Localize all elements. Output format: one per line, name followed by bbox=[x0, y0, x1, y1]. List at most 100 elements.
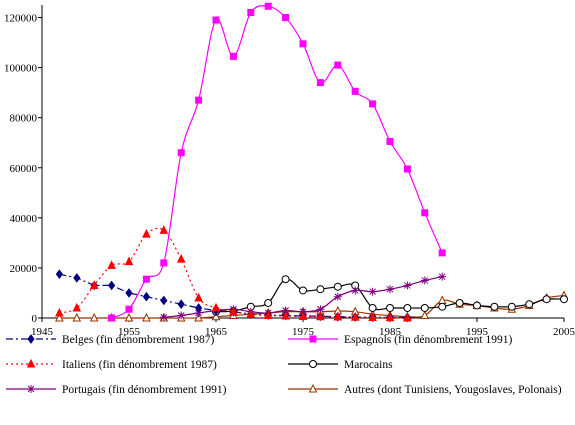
data-point bbox=[195, 96, 203, 104]
data-point bbox=[299, 286, 307, 295]
data-point bbox=[142, 312, 151, 322]
data-point bbox=[212, 16, 220, 24]
data-point bbox=[507, 302, 516, 311]
data-point bbox=[124, 256, 134, 266]
data-point bbox=[264, 2, 272, 10]
data-point bbox=[298, 311, 308, 320]
data-point bbox=[333, 311, 343, 321]
data-point bbox=[142, 275, 150, 283]
data-point bbox=[350, 312, 360, 321]
data-point bbox=[281, 275, 290, 284]
data-point bbox=[368, 303, 377, 312]
data-point bbox=[316, 285, 325, 294]
data-point bbox=[386, 137, 394, 145]
data-point bbox=[194, 292, 203, 302]
data-point bbox=[177, 149, 185, 157]
legend-label: Belges (fin dénombrement 1987) bbox=[62, 334, 215, 346]
data-point bbox=[490, 302, 499, 311]
legend-marker bbox=[308, 383, 318, 393]
data-point bbox=[246, 309, 256, 318]
series-line bbox=[59, 273, 408, 319]
data-point bbox=[159, 225, 169, 234]
legend-marker bbox=[27, 334, 35, 344]
data-point bbox=[73, 273, 81, 283]
data-point bbox=[247, 9, 255, 17]
data-point bbox=[560, 295, 568, 304]
legend-item: Autres (dont Tunisiens, Yougoslaves, Pol… bbox=[288, 383, 562, 396]
legend-label: Espagnols (fin dénombrement 1991) bbox=[344, 334, 512, 346]
data-point bbox=[107, 260, 116, 269]
legend-marker bbox=[27, 385, 35, 393]
data-point bbox=[316, 311, 325, 321]
data-point bbox=[125, 288, 133, 298]
series-3 bbox=[212, 275, 568, 316]
data-point bbox=[282, 14, 290, 22]
legend-label: Portugais (fin dénombrement 1991) bbox=[62, 384, 227, 396]
data-point bbox=[403, 312, 412, 322]
data-point bbox=[368, 312, 377, 321]
x-tick-label: 1985 bbox=[379, 326, 402, 338]
data-point bbox=[351, 286, 360, 295]
y-tick-label: 120000 bbox=[4, 13, 38, 25]
series-line bbox=[59, 227, 408, 319]
data-point bbox=[368, 287, 377, 296]
data-point bbox=[386, 303, 394, 312]
data-point bbox=[72, 312, 82, 322]
y-tick-label: 60000 bbox=[10, 163, 38, 175]
data-point bbox=[385, 312, 395, 322]
series-1 bbox=[108, 2, 446, 322]
data-point bbox=[89, 312, 99, 322]
x-tick-label: 1945 bbox=[31, 326, 54, 338]
legend-item: Portugais (fin dénombrement 1991) bbox=[6, 384, 227, 396]
x-tick-label: 2005 bbox=[553, 326, 575, 338]
data-point bbox=[125, 305, 133, 313]
data-point bbox=[438, 272, 447, 281]
data-point bbox=[72, 302, 82, 312]
data-point bbox=[281, 306, 290, 315]
data-point bbox=[420, 303, 429, 312]
data-point bbox=[334, 61, 342, 69]
y-tick-label: 40000 bbox=[10, 213, 38, 225]
y-tick-label: 80000 bbox=[10, 113, 38, 125]
y-tick-label: 0 bbox=[32, 313, 38, 325]
data-point bbox=[229, 52, 237, 60]
legend-marker bbox=[309, 335, 317, 343]
x-tick-label: 1965 bbox=[205, 326, 228, 338]
data-point bbox=[525, 300, 534, 309]
data-point bbox=[177, 311, 186, 320]
data-point bbox=[142, 228, 151, 238]
data-point bbox=[438, 302, 447, 311]
data-point bbox=[403, 303, 412, 312]
data-point bbox=[124, 312, 134, 322]
data-point bbox=[160, 259, 168, 267]
legend-label: Italiens (fin dénombrement 1987) bbox=[62, 359, 217, 371]
series-2 bbox=[55, 225, 412, 322]
legend-item: Italiens (fin dénombrement 1987) bbox=[6, 358, 217, 371]
data-point bbox=[333, 282, 342, 291]
data-point bbox=[211, 302, 221, 312]
data-point bbox=[455, 298, 464, 307]
data-point bbox=[194, 312, 203, 322]
data-point bbox=[333, 292, 342, 301]
data-point bbox=[263, 310, 273, 319]
data-point bbox=[160, 295, 168, 306]
legend-item: Espagnols (fin dénombrement 1991) bbox=[288, 334, 512, 346]
data-point bbox=[159, 313, 168, 322]
x-tick-label: 1975 bbox=[292, 326, 315, 338]
data-point bbox=[194, 303, 203, 313]
data-point bbox=[264, 298, 273, 307]
data-point bbox=[229, 306, 238, 316]
legend-marker bbox=[26, 358, 36, 368]
data-point bbox=[107, 280, 116, 291]
data-point bbox=[420, 310, 430, 319]
data-point bbox=[369, 100, 377, 108]
data-point bbox=[194, 308, 203, 317]
data-point bbox=[316, 79, 324, 87]
data-point bbox=[299, 40, 307, 48]
data-point bbox=[351, 87, 359, 95]
data-point bbox=[403, 281, 412, 290]
data-point bbox=[108, 314, 116, 322]
chart-legend: Belges (fin dénombrement 1987) Espagnols … bbox=[6, 334, 562, 396]
y-tick-label: 20000 bbox=[10, 263, 38, 275]
